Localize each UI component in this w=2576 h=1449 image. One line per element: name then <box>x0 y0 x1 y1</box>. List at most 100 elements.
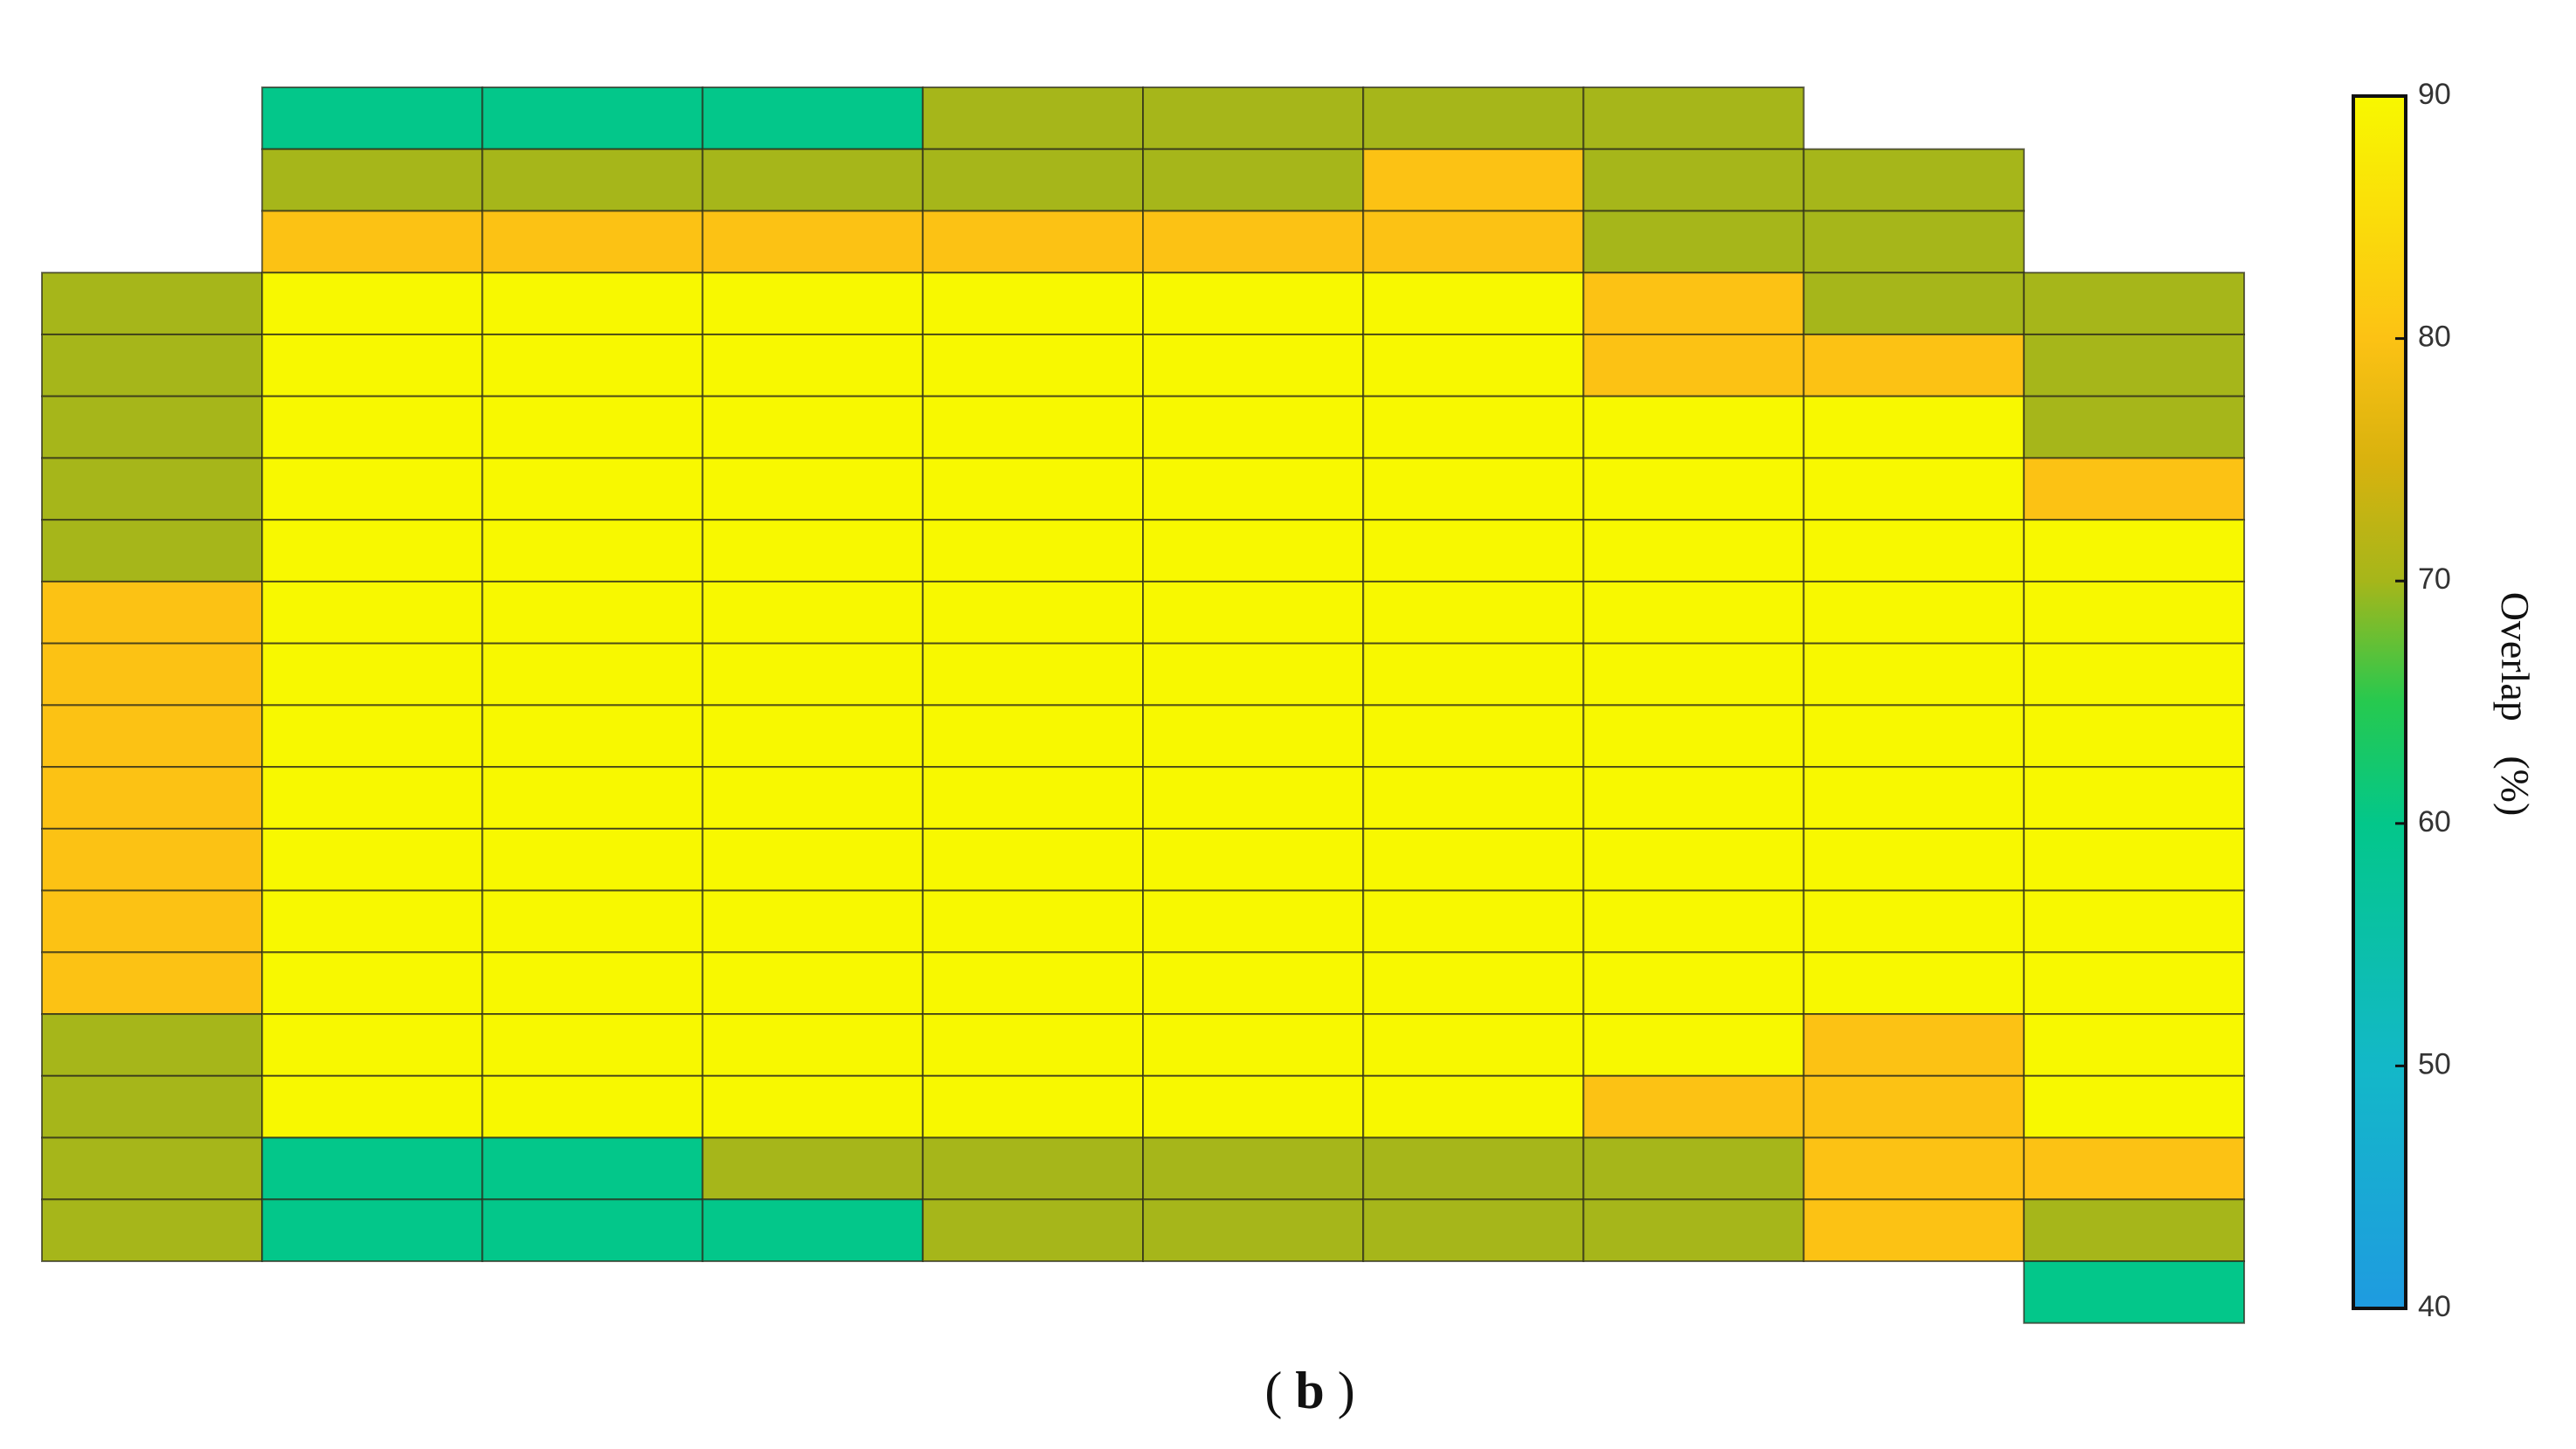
heatmap-cell <box>1582 580 1805 645</box>
heatmap-cell <box>701 210 924 274</box>
heatmap-cell <box>41 827 264 892</box>
heatmap-cell <box>481 272 704 335</box>
heatmap-cell <box>1142 519 1365 583</box>
heatmap-cell <box>701 1013 924 1077</box>
heatmap-cell <box>261 704 484 769</box>
colorbar-tick-label: 70 <box>2418 562 2451 596</box>
heatmap-cell <box>481 148 704 212</box>
heatmap-cell <box>481 86 704 150</box>
heatmap-cell <box>1582 395 1805 459</box>
heatmap-cell <box>1582 1198 1805 1263</box>
heatmap-cell <box>1802 704 2025 769</box>
heatmap-cell <box>481 580 704 645</box>
heatmap-cell <box>1142 86 1365 150</box>
heatmap-cell <box>1582 827 1805 892</box>
heatmap-cell <box>701 272 924 335</box>
heatmap-cell <box>921 1013 1145 1077</box>
heatmap-cell <box>701 827 924 892</box>
heatmap-cell <box>1582 889 1805 954</box>
heatmap-cell <box>2022 1198 2246 1263</box>
heatmap-cell <box>701 951 924 1016</box>
heatmap-cell <box>1362 148 1585 212</box>
heatmap-cell <box>1582 951 1805 1016</box>
heatmap-cell <box>921 210 1145 274</box>
heatmap-cell <box>1362 1013 1585 1077</box>
heatmap-cell <box>261 766 484 830</box>
heatmap-cell <box>921 642 1145 707</box>
heatmap-cell <box>921 580 1145 645</box>
heatmap-cell <box>1802 210 2025 274</box>
heatmap-cell <box>1802 642 2025 707</box>
heatmap-cell <box>261 580 484 645</box>
heatmap-cell <box>1362 519 1585 583</box>
heatmap-cell <box>1142 1013 1365 1077</box>
heatmap-cell <box>261 519 484 583</box>
heatmap-cell <box>1142 1136 1365 1201</box>
colorbar: 40 50 60 70 80 90 Overlap (%) <box>2352 78 2538 1323</box>
heatmap-cell <box>701 1074 924 1139</box>
heatmap-cell <box>1802 148 2025 212</box>
heatmap-cell <box>1362 210 1585 274</box>
heatmap-cell <box>701 642 924 707</box>
heatmap-cell <box>481 210 704 274</box>
heatmap-cell <box>1802 395 2025 459</box>
heatmap-cell <box>701 704 924 769</box>
heatmap-cell <box>2022 457 2246 521</box>
heatmap-cell <box>1582 272 1805 335</box>
heatmap-cell <box>261 457 484 521</box>
heatmap-cell <box>41 951 264 1016</box>
heatmap-cell <box>1142 210 1365 274</box>
heatmap-cell <box>261 1198 484 1263</box>
heatmap-cell <box>1142 766 1365 830</box>
heatmap-cell <box>1802 333 2025 397</box>
heatmap-cell <box>1362 272 1585 335</box>
heatmap-cell <box>1582 457 1805 521</box>
heatmap-cell <box>1802 827 2025 892</box>
heatmap-cell <box>261 642 484 707</box>
heatmap-cell <box>921 395 1145 459</box>
heatmap-cell <box>1362 1198 1585 1263</box>
panel-label-letter: b <box>1295 1362 1324 1419</box>
colorbar-label-text: Overlap <box>2493 592 2538 721</box>
heatmap-cell <box>1582 333 1805 397</box>
heatmap-cell <box>2022 395 2246 459</box>
heatmap-cell <box>1582 642 1805 707</box>
heatmap-cell <box>1802 519 2025 583</box>
heatmap-cell <box>1362 766 1585 830</box>
heatmap-cell <box>261 1136 484 1201</box>
heatmap-cell <box>921 766 1145 830</box>
heatmap-cell <box>41 1074 264 1139</box>
heatmap-cell <box>261 333 484 397</box>
heatmap-cell <box>481 766 704 830</box>
heatmap-cell <box>41 457 264 521</box>
heatmap-cell <box>1802 889 2025 954</box>
heatmap-cell <box>261 1074 484 1139</box>
heatmap-cell <box>2022 827 2246 892</box>
heatmap-cell <box>701 1136 924 1201</box>
heatmap-cell <box>2022 889 2246 954</box>
heatmap-cell <box>2022 766 2246 830</box>
heatmap-cell <box>1142 457 1365 521</box>
heatmap-cell <box>481 333 704 397</box>
colorbar-tick-label: 40 <box>2418 1290 2451 1323</box>
heatmap-cell <box>1582 1136 1805 1201</box>
heatmap-cell <box>1802 1136 2025 1201</box>
heatmap-cell <box>921 827 1145 892</box>
heatmap-cell <box>1802 457 2025 521</box>
heatmap-cell <box>921 333 1145 397</box>
colorbar-tick-label: 60 <box>2418 805 2451 838</box>
heatmap-cell <box>41 642 264 707</box>
heatmap-cell <box>1582 1013 1805 1077</box>
heatmap-cell <box>41 1013 264 1077</box>
heatmap-cell <box>921 457 1145 521</box>
heatmap-cell <box>701 457 924 521</box>
colorbar-scale <box>2352 94 2407 1310</box>
heatmap-cell <box>921 889 1145 954</box>
heatmap-cell <box>1802 1074 2025 1139</box>
heatmap-cell <box>481 1074 704 1139</box>
heatmap-cell <box>1142 642 1365 707</box>
heatmap-cell <box>481 395 704 459</box>
heatmap-cell <box>1362 827 1585 892</box>
heatmap-cell <box>481 704 704 769</box>
